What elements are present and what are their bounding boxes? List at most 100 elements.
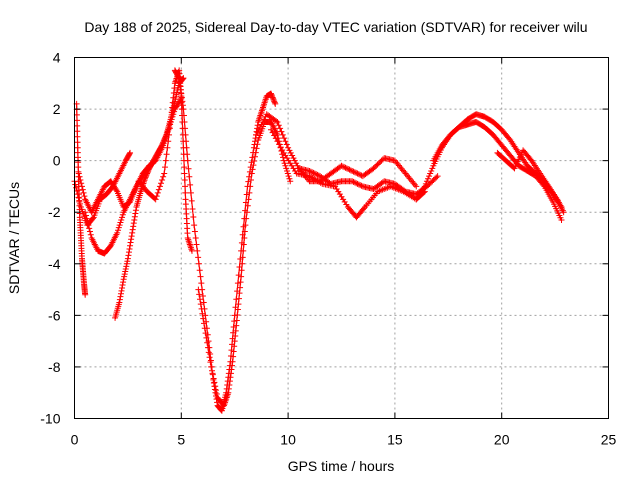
data-marker [229, 362, 236, 369]
data-marker [165, 138, 172, 145]
data-marker [240, 247, 247, 254]
data-marker [76, 173, 83, 180]
data-marker [433, 174, 440, 181]
data-marker [244, 202, 251, 209]
data-point [560, 209, 567, 216]
data-marker [254, 129, 261, 136]
data-marker [207, 359, 214, 366]
data-marker [251, 157, 258, 164]
x-axis-label: GPS time / hours [288, 458, 395, 474]
data-marker [243, 209, 250, 216]
data-marker [314, 171, 321, 178]
data-point [120, 276, 127, 283]
chart-title: Day 188 of 2025, Sidereal Day-to-day VTE… [84, 19, 587, 35]
data-marker [178, 94, 185, 101]
data-marker [158, 180, 165, 187]
data-marker [236, 290, 243, 297]
data-marker [168, 114, 175, 121]
data-marker [74, 117, 81, 124]
data-marker [126, 245, 133, 252]
data-marker [116, 222, 123, 229]
data-marker [255, 126, 262, 133]
data-marker [355, 181, 362, 188]
data-marker [72, 181, 79, 188]
data-point [250, 144, 257, 151]
data-marker [86, 228, 93, 235]
data-marker [227, 370, 234, 377]
data-marker [83, 215, 90, 222]
data-marker [279, 131, 286, 138]
data-marker [156, 183, 163, 190]
data-marker [252, 149, 259, 156]
data-marker [198, 305, 205, 312]
series-line [432, 121, 563, 221]
data-point [176, 75, 183, 82]
data-marker [379, 156, 386, 163]
series-line [174, 70, 276, 412]
data-point [370, 165, 377, 172]
data-marker [131, 213, 138, 220]
data-point [434, 173, 441, 180]
data-marker [122, 265, 129, 272]
data-point [167, 118, 174, 125]
data-marker [294, 162, 301, 169]
data-marker [232, 332, 239, 339]
data-marker [185, 165, 192, 172]
data-marker [286, 175, 293, 182]
data-marker [87, 231, 94, 238]
data-point [161, 170, 168, 177]
data-marker [341, 164, 348, 171]
data-marker [231, 343, 238, 350]
data-marker [168, 109, 175, 116]
data-marker [187, 181, 194, 188]
data-marker [228, 366, 235, 373]
data-marker [197, 301, 204, 308]
data-marker [116, 296, 123, 303]
data-point [129, 229, 136, 236]
data-point [248, 170, 255, 177]
data-marker [211, 379, 218, 386]
data-marker [162, 134, 169, 141]
data-marker [247, 176, 254, 183]
data-marker [205, 349, 212, 356]
data-marker [371, 164, 378, 171]
data-marker [187, 189, 194, 196]
data-marker [170, 89, 177, 96]
data-marker [282, 162, 289, 169]
data-marker [238, 267, 245, 274]
data-layer [71, 67, 567, 414]
data-marker [169, 104, 176, 111]
data-marker [426, 173, 433, 180]
data-marker [160, 139, 167, 146]
data-marker [230, 348, 237, 355]
data-marker [117, 219, 124, 226]
data-marker [195, 260, 202, 267]
data-point [238, 273, 245, 280]
data-marker [428, 167, 435, 174]
data-marker [343, 165, 350, 172]
data-marker [162, 157, 169, 164]
data-point [159, 142, 166, 149]
data-marker [286, 147, 293, 154]
data-marker [184, 151, 191, 158]
data-marker [353, 180, 360, 187]
data-point [421, 183, 428, 190]
data-marker [126, 150, 133, 157]
x-tick-label: 20 [494, 432, 510, 448]
data-point [229, 358, 236, 365]
data-marker [289, 152, 296, 159]
data-marker [226, 378, 233, 385]
data-marker [189, 205, 196, 212]
data-marker [239, 254, 246, 261]
data-marker [182, 125, 189, 132]
data-point [413, 183, 420, 190]
data-marker [176, 78, 183, 85]
data-point [114, 229, 121, 236]
data-point [285, 144, 292, 151]
data-point [242, 222, 249, 229]
data-marker [175, 74, 182, 81]
data-marker [282, 138, 289, 145]
y-axis-label: SDTVAR / TECUs [6, 182, 22, 294]
data-marker [213, 391, 220, 398]
data-marker [268, 91, 275, 98]
